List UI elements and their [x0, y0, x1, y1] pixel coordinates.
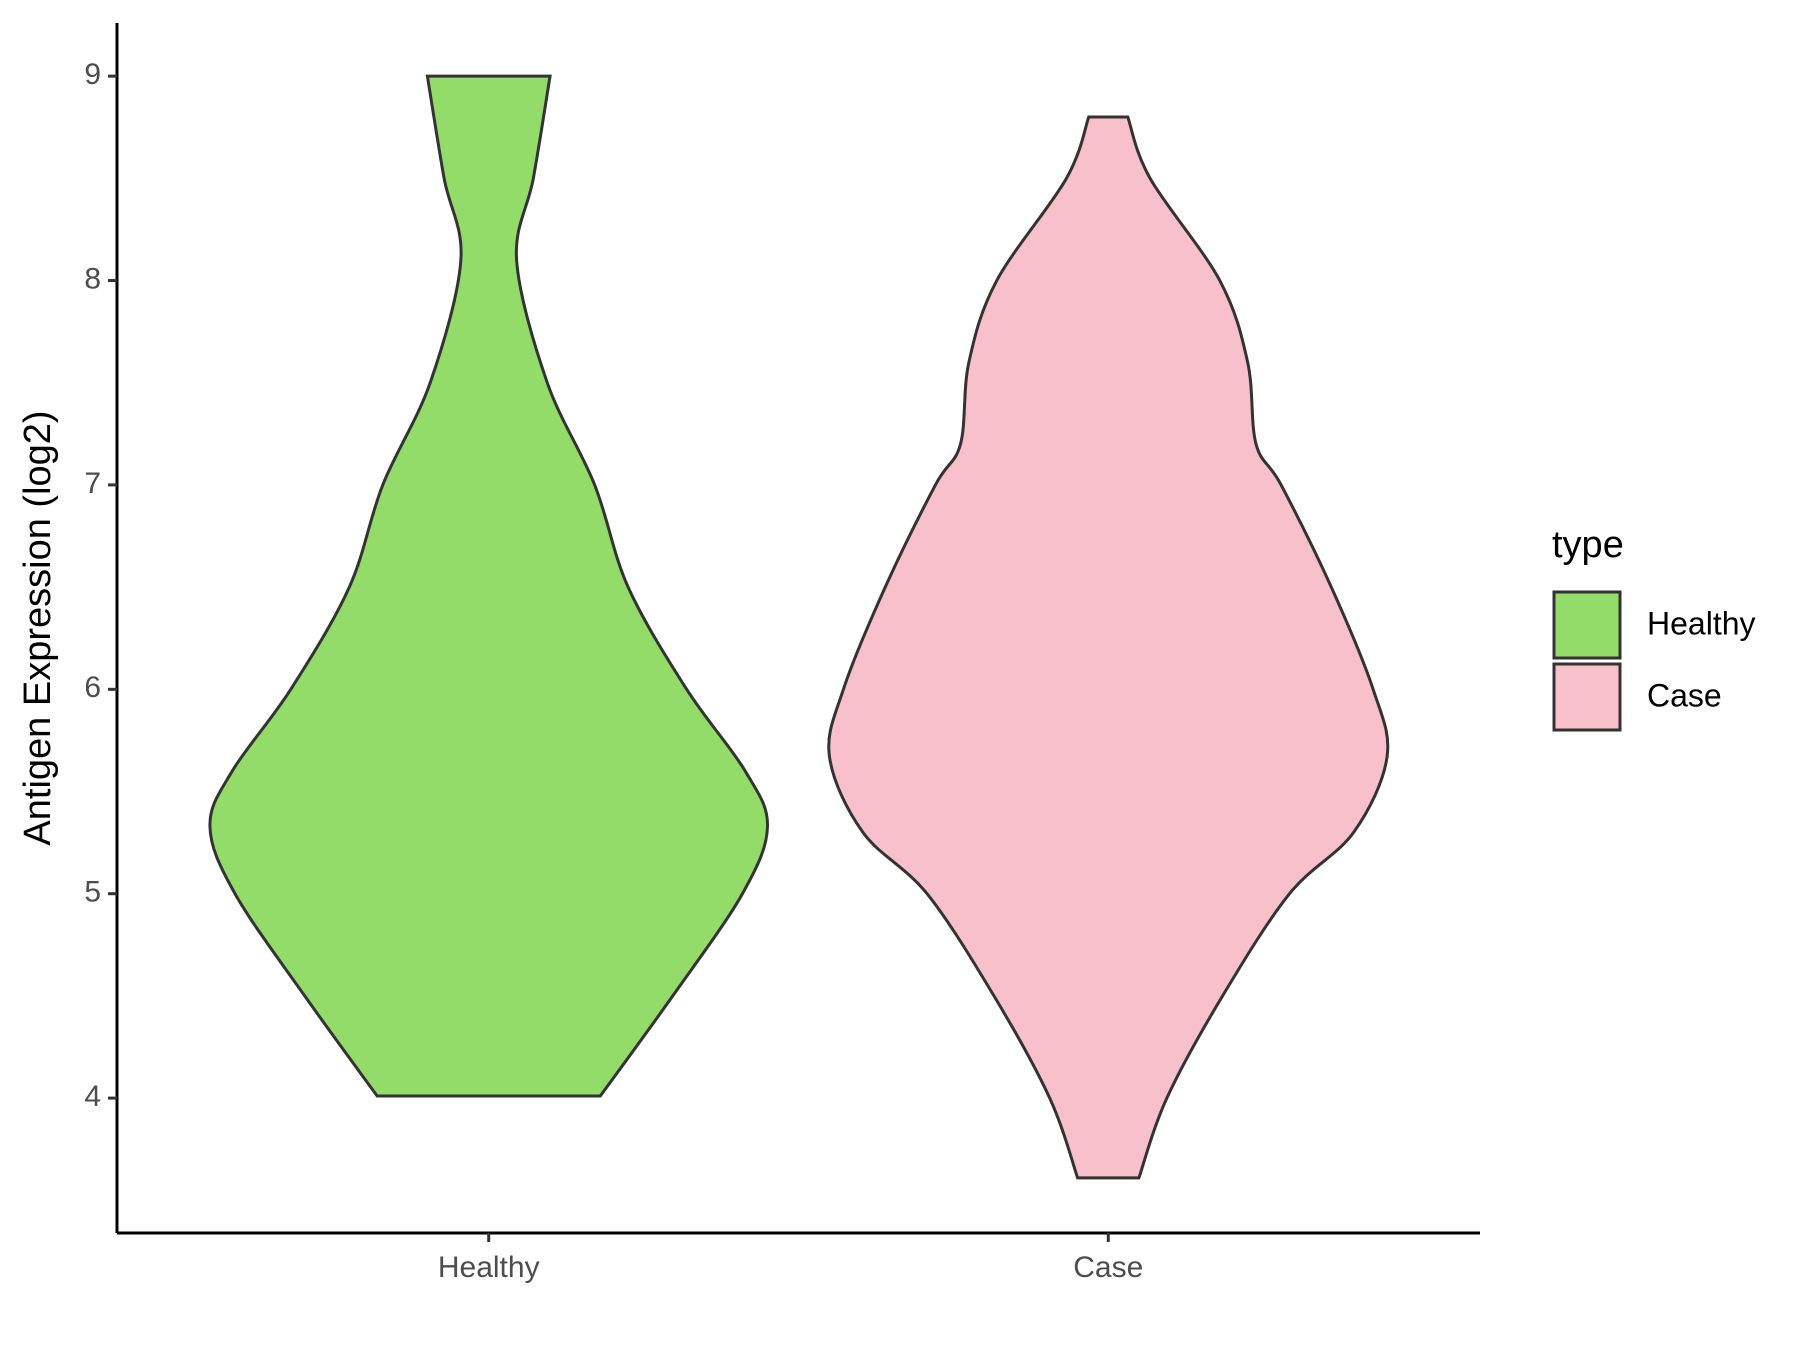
y-tick-label: 7 — [84, 467, 101, 500]
y-tick-label: 6 — [84, 671, 101, 704]
legend-key — [1552, 662, 1622, 732]
legend-label: Case — [1647, 677, 1722, 713]
y-tick-label: 9 — [84, 58, 101, 91]
legend-title: type — [1552, 524, 1624, 566]
x-tick-label: Healthy — [438, 1251, 540, 1284]
violin — [208, 74, 770, 1098]
legend-key — [1552, 590, 1622, 660]
y-tick-label: 4 — [84, 1080, 101, 1113]
violin — [827, 115, 1390, 1180]
x-tick-label: Case — [1073, 1251, 1143, 1284]
legend-label: Healthy — [1647, 605, 1756, 641]
y-axis-title: Antigen Expression (log2) — [17, 410, 59, 845]
y-tick-label: 5 — [84, 876, 101, 909]
y-tick-label: 8 — [84, 262, 101, 295]
